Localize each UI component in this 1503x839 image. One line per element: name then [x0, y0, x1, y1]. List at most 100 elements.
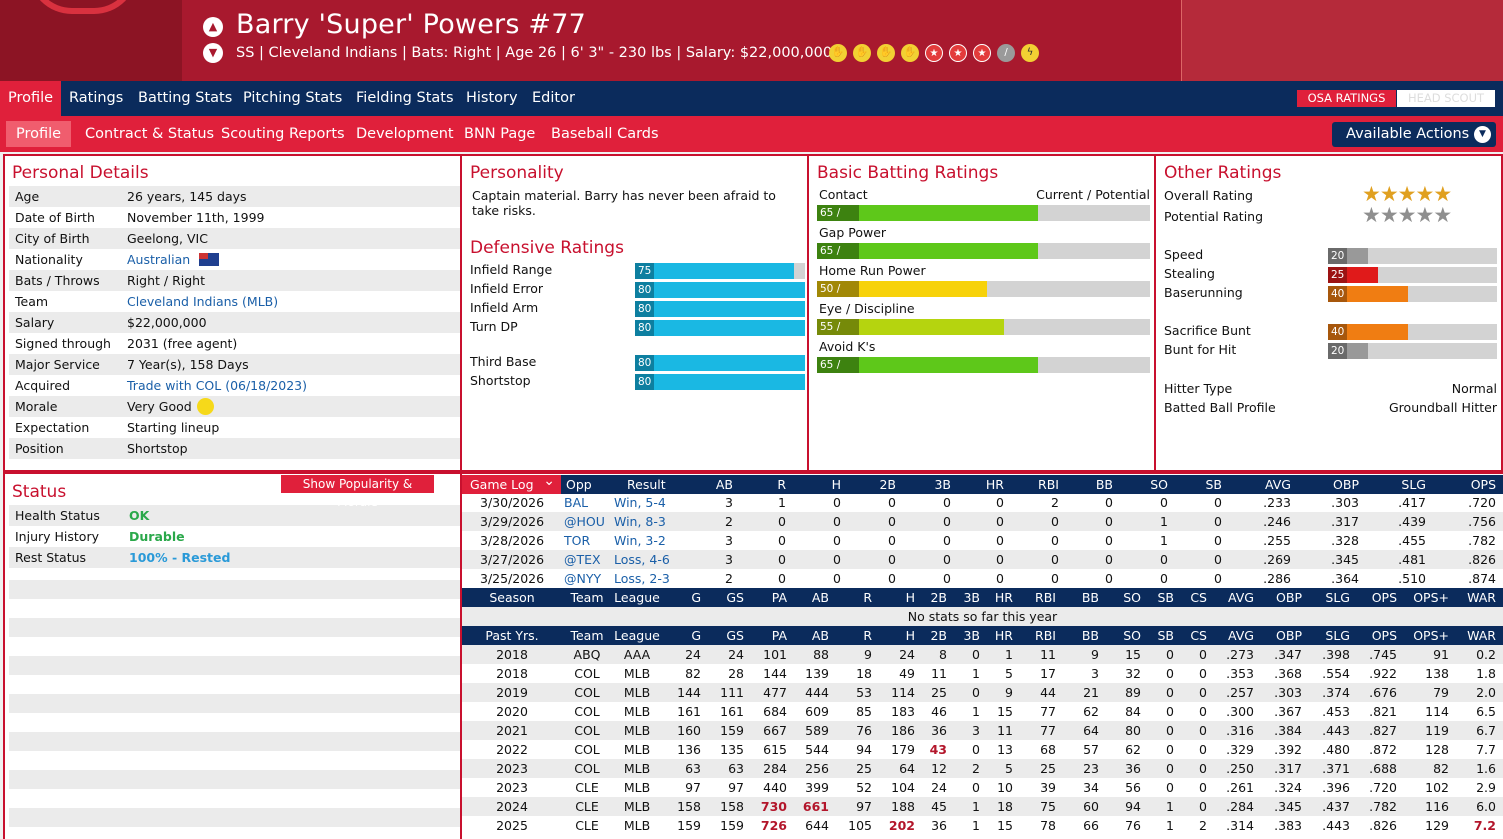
detail-label: Nationality	[15, 252, 83, 267]
career-cell: 15	[997, 704, 1013, 719]
other-rating-label: Bunt for Hit	[1164, 342, 1237, 357]
gamelog-cell: .826	[1468, 552, 1496, 567]
column-header: GS	[726, 628, 744, 643]
career-cell: .347	[1274, 647, 1302, 662]
career-cell: 34	[1083, 780, 1099, 795]
detail-label: Major Service	[15, 357, 100, 372]
tab-editor[interactable]: Editor	[532, 90, 575, 106]
career-cell: 24	[899, 647, 915, 662]
subtab-baseball-cards[interactable]: Baseball Cards	[551, 126, 659, 142]
subtab-profile[interactable]: Profile	[6, 121, 72, 147]
gamelog-cell: .364	[1331, 571, 1359, 586]
career-cell: .314	[1226, 818, 1254, 833]
career-cell: MLB	[623, 742, 651, 757]
star-icon: ★	[973, 44, 991, 62]
defense-value: 80	[635, 301, 655, 317]
career-cell: 444	[805, 685, 829, 700]
column-header: OPS	[1371, 590, 1397, 605]
subtab-development[interactable]: Development	[356, 126, 454, 142]
subtab-scouting-reports[interactable]: Scouting Reports	[221, 126, 345, 142]
career-row: 2018 ABQ AAA 24 24 101 88 9 24 8 0 1 11 9 15 0 0.273.347…	[462, 645, 1503, 664]
career-cell: 21	[1083, 685, 1099, 700]
gamelog-cell[interactable]: Win, 5-4	[614, 495, 666, 510]
detail-row: Expectation Starting lineup	[9, 417, 460, 438]
career-cell: 188	[891, 799, 915, 814]
osa-ratings-toggle[interactable]: OSA RATINGS	[1297, 90, 1396, 107]
gamelog-cell: 0	[996, 495, 1004, 510]
gamelog-cell: 0	[833, 552, 841, 567]
gamelog-cell: 0	[943, 514, 951, 529]
status-label: Rest Status	[15, 550, 87, 565]
career-cell: 15	[1125, 647, 1141, 662]
detail-value[interactable]: Australian	[127, 252, 191, 267]
tab-profile[interactable]: Profile	[0, 81, 62, 116]
career-cell: 57	[1083, 742, 1099, 757]
gamelog-cell: 3/25/2026	[480, 571, 545, 586]
detail-label: Salary	[15, 315, 55, 330]
gamelog-cell[interactable]: Loss, 4-6	[614, 552, 670, 567]
career-cell: 202	[888, 818, 915, 833]
subtab-contract-status[interactable]: Contract & Status	[85, 126, 215, 142]
gamelog-cell[interactable]: @HOU	[564, 514, 605, 529]
career-cell: MLB	[623, 799, 651, 814]
gamelog-cell[interactable]: BAL	[564, 495, 589, 510]
detail-row: Position Shortstop	[9, 438, 460, 459]
career-cell: 17	[1040, 666, 1056, 681]
gamelog-cell[interactable]: @NYY	[564, 571, 602, 586]
gamelog-cell: 0	[1051, 533, 1059, 548]
previous-player-button[interactable]: ▲	[203, 17, 223, 37]
overall-rating-label: Overall Rating	[1164, 188, 1253, 203]
other-rating-value: 40	[1328, 324, 1348, 340]
career-cell: 2	[972, 761, 980, 776]
career-cell: 94	[856, 742, 872, 757]
batting-value: 65 / 65	[817, 357, 859, 387]
show-popularity-morale-button[interactable]: Show Popularity & Morale	[281, 475, 434, 509]
other-rating-bar: 40	[1328, 324, 1497, 340]
detail-value: Starting lineup	[127, 420, 220, 435]
detail-value: Right / Right	[127, 273, 205, 288]
gamelog-row: 3/27/2026 @TEX Loss, 4-6 3 0 0 0 0 0 0 0 0 0 .269 .345…	[462, 550, 1503, 569]
gamelog-cell: 0	[1214, 571, 1222, 586]
detail-value: 2031 (free agent)	[127, 336, 238, 351]
subtab-bnn-page[interactable]: BNN Page	[464, 126, 536, 142]
batting-label: Avoid K's	[819, 339, 876, 354]
available-actions-button[interactable]: Available Actions ▼	[1332, 122, 1496, 147]
status-empty-row	[9, 751, 463, 770]
detail-value[interactable]: Cleveland Indians (MLB)	[127, 294, 279, 309]
gamelog-cell: 0	[778, 552, 786, 567]
status-empty-row	[9, 656, 463, 675]
career-cell: 684	[763, 704, 787, 719]
next-player-button[interactable]: ▼	[203, 43, 223, 63]
tab-batting-stats[interactable]: Batting Stats	[138, 90, 233, 106]
defense-label: Infield Arm	[470, 300, 539, 315]
gamelog-cell: 0	[1160, 495, 1168, 510]
gamelog-cell: 0	[943, 533, 951, 548]
career-cell: 114	[891, 685, 915, 700]
gamelog-cell: 0	[996, 552, 1004, 567]
gamelog-cell[interactable]: TOR	[564, 533, 591, 548]
career-cell: 0	[1166, 666, 1174, 681]
gamelog-cell[interactable]: Loss, 2-3	[614, 571, 670, 586]
career-cell: MLB	[623, 704, 651, 719]
column-header: League	[614, 628, 660, 643]
column-header: 2B	[930, 590, 947, 605]
column-header: AB	[811, 628, 829, 643]
gamelog-cell[interactable]: Win, 3-2	[614, 533, 666, 548]
tab-pitching-stats[interactable]: Pitching Stats	[243, 90, 343, 106]
gamelog-cell[interactable]: @TEX	[564, 552, 601, 567]
defense-bar: 80	[635, 301, 805, 317]
career-cell: CLE	[575, 780, 599, 795]
head-scout-toggle[interactable]: HEAD SCOUT	[1397, 90, 1495, 107]
tab-ratings[interactable]: Ratings	[69, 90, 124, 106]
gamelog-cell[interactable]: Win, 8-3	[614, 514, 666, 529]
gamelog-cell: 1	[778, 495, 786, 510]
tab-history[interactable]: History	[466, 90, 518, 106]
detail-value[interactable]: Trade with COL (06/18/2023)	[127, 378, 307, 393]
column-header: AVG	[1228, 590, 1254, 605]
hitter-type-label: Hitter Type	[1164, 381, 1233, 396]
career-row: 2023 COL MLB 63 63 284 256 25 64 12 2 5 25 23 36 0 0.250…	[462, 759, 1503, 778]
career-cell: 2025	[496, 818, 528, 833]
status-empty-row	[9, 770, 463, 789]
tab-fielding-stats[interactable]: Fielding Stats	[356, 90, 454, 106]
game-log-dropdown[interactable]: Game Log ⌄	[462, 473, 561, 494]
